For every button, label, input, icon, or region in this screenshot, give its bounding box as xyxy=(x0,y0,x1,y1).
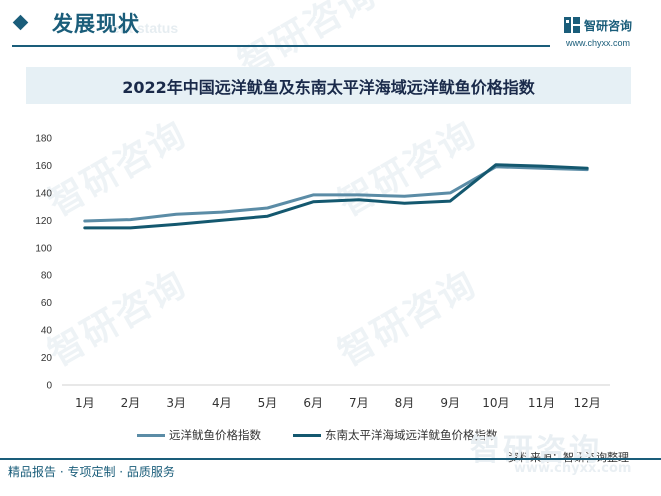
x-tick-layer: 1月 2月 3月 4月 5月 6月 7月 8月 9月 10月 11月 12月 xyxy=(75,396,601,410)
footer-tagline: 精品报告 · 专项定制 · 品质服务 xyxy=(8,465,175,479)
x-tick-label: 2月 xyxy=(121,396,141,410)
x-tick-label: 9月 xyxy=(440,396,460,410)
data-point xyxy=(129,226,132,230)
footer-divider xyxy=(0,458,661,460)
x-tick-label: 12月 xyxy=(574,396,601,410)
section-subtitle: ent status xyxy=(112,20,179,36)
legend-label: 远洋鱿鱼价格指数 xyxy=(169,428,261,442)
series-line-1 xyxy=(83,165,589,223)
data-point xyxy=(266,206,269,210)
data-point xyxy=(311,200,315,204)
header: 发展现状 ent status 智研咨询 www.chyxx.com xyxy=(0,0,661,50)
header-divider xyxy=(12,45,550,47)
x-tick-label: 6月 xyxy=(303,396,323,410)
data-point xyxy=(174,212,178,216)
legend-label: 东南太平洋海域远洋鱿鱼价格指数 xyxy=(325,428,498,442)
data-point xyxy=(220,219,224,222)
data-point xyxy=(220,210,224,214)
y-tick-label: 60 xyxy=(41,298,53,309)
legend-swatch xyxy=(293,433,321,437)
data-point xyxy=(448,191,452,195)
axis-layer: 0 20 40 60 80 100 120 140 160 180 xyxy=(35,134,610,392)
legend: 远洋鱿鱼价格指数 东南太平洋海域远洋鱿鱼价格指数 xyxy=(137,427,530,443)
y-tick-label: 120 xyxy=(35,216,52,227)
brand-url: www.chyxx.com xyxy=(566,38,631,48)
series-line-2 xyxy=(83,163,589,230)
footer-watermark-url: www.chyxx.com xyxy=(514,461,632,476)
y-tick-label: 180 xyxy=(35,134,52,145)
x-tick-label: 1月 xyxy=(75,396,95,410)
legend-item: 东南太平洋海域远洋鱿鱼价格指数 xyxy=(293,427,498,443)
data-point xyxy=(129,218,132,221)
brand-logo-icon xyxy=(564,17,580,33)
x-tick-label: 10月 xyxy=(482,396,509,410)
data-point xyxy=(403,195,406,198)
y-tick-label: 40 xyxy=(41,326,53,337)
y-tick-label: 140 xyxy=(35,188,52,199)
diamond-icon xyxy=(12,14,29,31)
line-chart: 0 20 40 60 80 100 120 140 160 180 1月 2月 3月 4月 5月 6月 7月 8… xyxy=(35,134,610,410)
footer-watermark: 智研咨询 xyxy=(470,433,602,468)
data-point xyxy=(357,193,361,197)
brand: 智研咨询 xyxy=(563,16,632,34)
y-tick-label: 80 xyxy=(41,271,53,282)
data-point xyxy=(311,193,315,197)
data-point xyxy=(83,219,87,223)
x-tick-label: 3月 xyxy=(166,396,186,410)
data-point xyxy=(540,164,543,168)
x-tick-label: 11月 xyxy=(528,396,555,410)
y-tick-label: 20 xyxy=(41,353,53,364)
x-tick-label: 5月 xyxy=(258,396,278,410)
y-tick-label: 0 xyxy=(46,381,52,392)
data-point xyxy=(494,163,498,166)
x-tick-label: 8月 xyxy=(395,396,415,410)
brand-name: 智研咨询 xyxy=(584,18,633,33)
data-point xyxy=(403,201,406,205)
series-layer xyxy=(83,163,589,230)
chart-title: 2022年中国远洋鱿鱼及东南太平洋海域远洋鱿鱼价格指数 xyxy=(122,77,535,97)
y-tick-label: 100 xyxy=(35,243,52,254)
legend-item: 远洋鱿鱼价格指数 xyxy=(137,427,261,443)
x-tick-label: 7月 xyxy=(349,396,369,410)
data-point xyxy=(357,198,361,201)
data-point xyxy=(448,199,452,203)
data-point xyxy=(585,166,589,170)
data-point xyxy=(83,226,87,230)
chart-title-band: 2022年中国远洋鱿鱼及东南太平洋海域远洋鱿鱼价格指数 xyxy=(26,67,631,104)
y-tick-label: 160 xyxy=(35,161,52,172)
section-title: 发展现状 xyxy=(52,12,140,36)
legend-swatch xyxy=(137,433,165,437)
data-point xyxy=(174,223,178,226)
x-tick-label: 4月 xyxy=(212,396,232,410)
data-point xyxy=(266,215,269,218)
source-note: 资料来源：智研咨询整理 xyxy=(508,449,629,465)
